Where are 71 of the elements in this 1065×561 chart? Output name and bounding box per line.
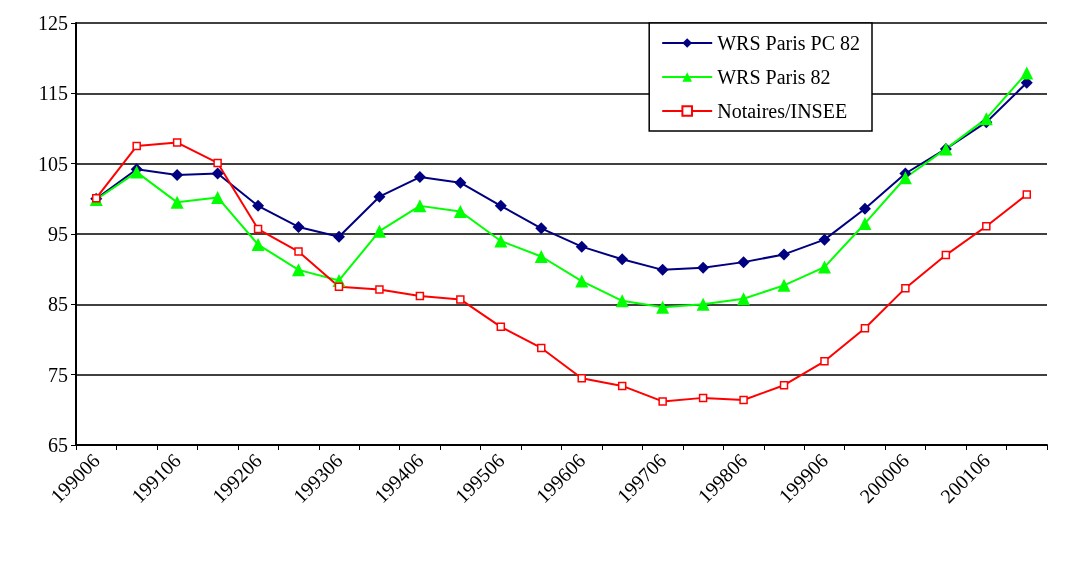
point (252, 199, 265, 212)
point (211, 167, 224, 180)
point (656, 300, 670, 314)
point (172, 138, 182, 147)
point (901, 283, 910, 293)
point (817, 260, 831, 274)
point (737, 256, 750, 269)
point (453, 204, 467, 218)
point (575, 274, 589, 288)
point (415, 291, 425, 301)
point (413, 171, 426, 184)
point (698, 393, 708, 403)
point (253, 224, 263, 234)
point (373, 190, 386, 203)
point (251, 238, 265, 252)
point (292, 220, 305, 233)
legend-label: Notaires/INSEE (717, 100, 848, 122)
point (171, 168, 184, 181)
point (413, 199, 427, 213)
point (858, 202, 871, 215)
point (575, 240, 588, 253)
point (860, 324, 870, 333)
y-tick-label: 125 (38, 12, 68, 34)
point (697, 261, 710, 274)
point (496, 322, 506, 332)
point (494, 234, 508, 248)
y-tick-label: 105 (38, 152, 68, 175)
point (818, 233, 831, 246)
point (456, 295, 465, 304)
point (617, 381, 627, 391)
y-tick-label: 115 (38, 82, 68, 105)
point (132, 141, 141, 151)
point (898, 171, 912, 185)
point (739, 395, 748, 405)
point (494, 199, 507, 212)
point (454, 176, 467, 189)
point (332, 230, 345, 243)
point (779, 380, 789, 390)
point (658, 397, 667, 406)
y-tick-label: 75 (48, 363, 68, 386)
legend-label: WRS Paris 82 (717, 66, 831, 88)
point (170, 195, 184, 209)
point (820, 357, 829, 366)
legend-label: WRS Paris PC 82 (717, 32, 861, 54)
point (334, 282, 344, 291)
point (858, 216, 872, 230)
point (941, 250, 951, 260)
point (982, 222, 991, 231)
point (213, 158, 222, 168)
point (1022, 190, 1032, 199)
y-tick-label: 95 (48, 223, 68, 245)
point (537, 343, 546, 353)
point (577, 373, 586, 383)
point (294, 247, 303, 256)
point (1020, 66, 1034, 80)
point (656, 263, 669, 276)
point (211, 190, 225, 204)
point (534, 250, 548, 264)
y-tick-label: 85 (48, 293, 68, 316)
point (615, 294, 629, 308)
point (372, 224, 386, 238)
point (979, 112, 993, 126)
point (777, 278, 791, 292)
point (616, 253, 629, 266)
point (375, 285, 384, 294)
point (737, 292, 751, 306)
point (292, 263, 306, 277)
point (535, 222, 548, 235)
y-tick-label: 65 (48, 434, 68, 456)
point (778, 248, 791, 261)
point (696, 297, 710, 311)
